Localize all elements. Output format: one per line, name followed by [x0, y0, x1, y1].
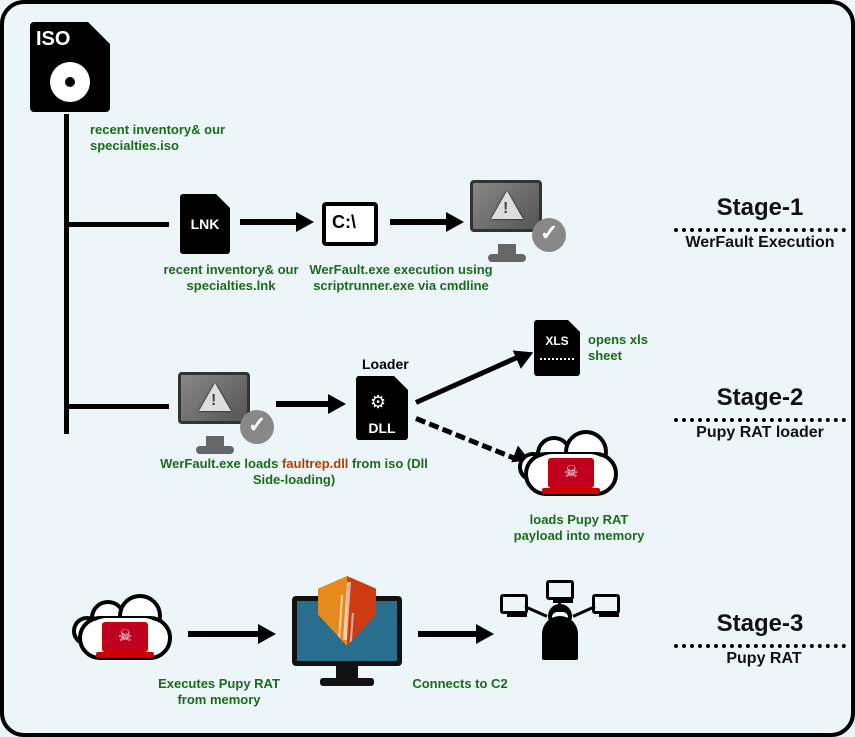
loader-label: Loader — [362, 356, 409, 374]
malware-laptop-icon-2 — [102, 622, 148, 652]
iso-file-icon: ISO — [30, 22, 110, 112]
diagram-canvas: ISO recent inventory& our specialties.is… — [4, 4, 851, 733]
cmd-label: WerFault.exe execution using scriptrunne… — [306, 262, 496, 295]
cloud-exec-icon — [70, 594, 180, 666]
stage2-divider — [674, 418, 846, 422]
stage2-subtitle: Pupy RAT loader — [674, 424, 846, 442]
cmd-prompt: C:\ — [332, 212, 356, 233]
shield-monitor-icon — [282, 576, 412, 686]
gear-icon: ⚙ — [370, 392, 386, 413]
dll-badge: DLL — [356, 420, 408, 436]
branch-stage2 — [64, 404, 169, 409]
hacker-c2-icon — [500, 580, 620, 690]
tree-trunk — [64, 114, 69, 434]
cmd-label-exe: WerFault.exe — [309, 262, 390, 277]
stage1-divider — [674, 228, 846, 232]
xls-badge: XLS — [534, 334, 580, 348]
iso-badge: ISO — [36, 28, 70, 51]
exec-label: Executes Pupy RAT from memory — [144, 676, 294, 709]
arrow-to-xls — [415, 355, 518, 404]
xls-label: opens xls sheet — [588, 332, 668, 365]
dll-file-icon: ⚙ DLL — [356, 376, 408, 440]
lnk-label: recent inventory& our specialties.lnk — [156, 262, 306, 295]
werfault-pc-icon-1 — [470, 180, 560, 258]
wf-pre: WerFault.exe loads — [160, 456, 282, 471]
wf-dll: faultrep.dll — [282, 456, 348, 471]
cloud-label: loads Pupy RAT payload into memory — [504, 512, 654, 545]
malware-laptop-icon — [548, 458, 594, 488]
branch-stage1 — [64, 222, 169, 227]
iso-label: recent inventory& our specialties.iso — [90, 122, 250, 155]
stage1-title: Stage-1 — [680, 194, 840, 222]
xls-file-icon: XLS — [534, 320, 580, 376]
stage1-subtitle: WerFault Execution — [674, 234, 846, 252]
stage3-subtitle: Pupy RAT — [704, 650, 824, 668]
disc-icon — [50, 62, 90, 102]
stage3-divider — [674, 644, 846, 648]
cmd-icon: C:\ — [322, 202, 378, 246]
werfault-load-label: WerFault.exe loads faultrep.dll from iso… — [154, 456, 434, 489]
lnk-badge: LNK — [180, 216, 230, 232]
stage3-title: Stage-3 — [680, 610, 840, 638]
lnk-file-icon: LNK — [180, 194, 230, 254]
cloud-payload-icon — [516, 430, 626, 502]
werfault-pc-icon-2 — [178, 372, 268, 450]
stage2-title: Stage-2 — [680, 384, 840, 412]
